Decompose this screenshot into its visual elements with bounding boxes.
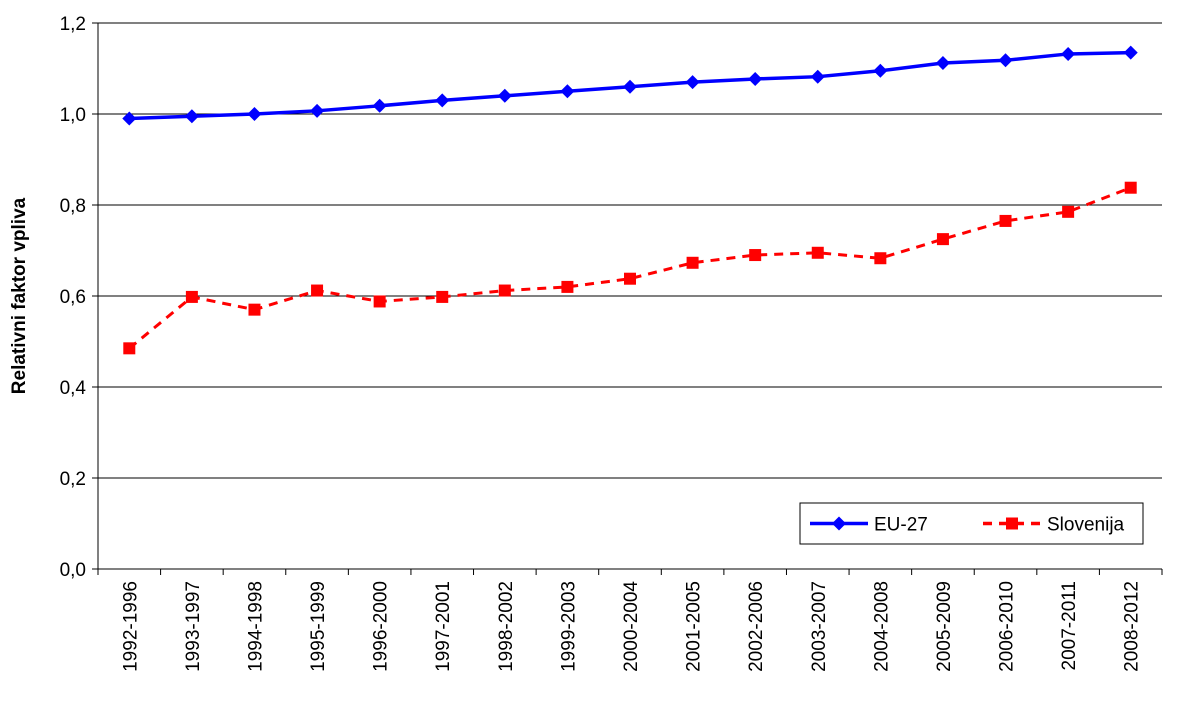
data-point [310,103,325,118]
legend-marker [832,516,846,531]
data-point [873,63,888,78]
legend-item: EU-27 [810,515,928,536]
y-tick-label: 0,4 [60,378,87,399]
x-tick-label: 2004-2008 [871,581,892,672]
data-point [1124,181,1137,194]
data-point [624,272,636,285]
data-point [184,109,199,124]
x-tick-label: 1996-2000 [371,581,392,672]
data-point [874,252,887,265]
x-axis-ticks: 1992-1996 1993-1997 1994-1998 1995-1999 1996… [97,569,1163,672]
legend-label: Slovenija [1047,515,1125,536]
y-axis-ticks: 0,0 0,2 0,4 0,6 0,8 1,0 1,2 [60,14,98,581]
data-point [685,75,700,90]
series-2 [123,181,1137,355]
data-point [185,290,198,303]
x-tick-label: 2000-2004 [621,581,642,672]
data-point [435,93,450,108]
data-point [311,284,324,297]
x-tick-label: 1999-2003 [558,581,579,672]
x-tick-label: 1992-1996 [120,581,141,672]
x-tick-label: 2008-2012 [1122,581,1143,672]
legend-label: EU-27 [874,515,928,536]
y-tick-label: 0,2 [60,469,86,490]
data-point [935,56,950,71]
series-layer [122,45,1138,355]
data-point [810,69,825,84]
x-tick-label: 2002-2006 [746,581,767,672]
data-point [561,280,574,293]
data-point [497,88,512,103]
data-point [436,290,449,303]
series-1 [122,45,1138,126]
x-tick-label: 2006-2010 [997,581,1018,672]
data-point [122,111,137,126]
data-point [248,303,261,316]
data-point [373,295,386,308]
x-tick-label: 2005-2009 [934,581,955,672]
x-tick-label: 1993-1997 [183,581,204,672]
x-tick-label: 1994-1998 [245,581,266,672]
data-point [1123,45,1138,60]
y-tick-label: 1,2 [60,14,86,35]
y-tick-label: 0,0 [60,560,86,581]
x-tick-label: 1997-2001 [433,581,454,672]
data-point [686,256,699,269]
data-point [560,84,575,99]
y-axis-title: Relativni faktor vpliva [9,197,30,394]
data-point [999,214,1012,227]
data-point [123,342,136,355]
series-line [128,186,1132,350]
data-point [811,246,824,259]
x-tick-label: 2007-2011 [1059,581,1080,670]
data-point [623,79,637,94]
data-point [247,107,262,121]
data-point [1062,205,1075,218]
legend-item: Slovenija [983,515,1125,536]
x-tick-label: 2003-2007 [809,581,830,672]
legend-marker [1006,517,1018,530]
data-point [936,233,949,246]
x-tick-label: 1995-1999 [308,581,329,672]
data-point [748,71,763,86]
data-point [372,98,387,113]
data-point [749,249,762,262]
legend: EU-27 Slovenija [799,502,1144,545]
y-tick-label: 0,6 [60,287,86,308]
data-point [998,53,1013,68]
x-tick-label: 2001-2005 [684,581,705,672]
y-tick-label: 0,8 [60,196,86,217]
data-point [1061,46,1076,61]
x-tick-label: 1998-2002 [496,581,517,672]
y-tick-label: 1,0 [60,105,86,126]
data-point [498,284,511,297]
